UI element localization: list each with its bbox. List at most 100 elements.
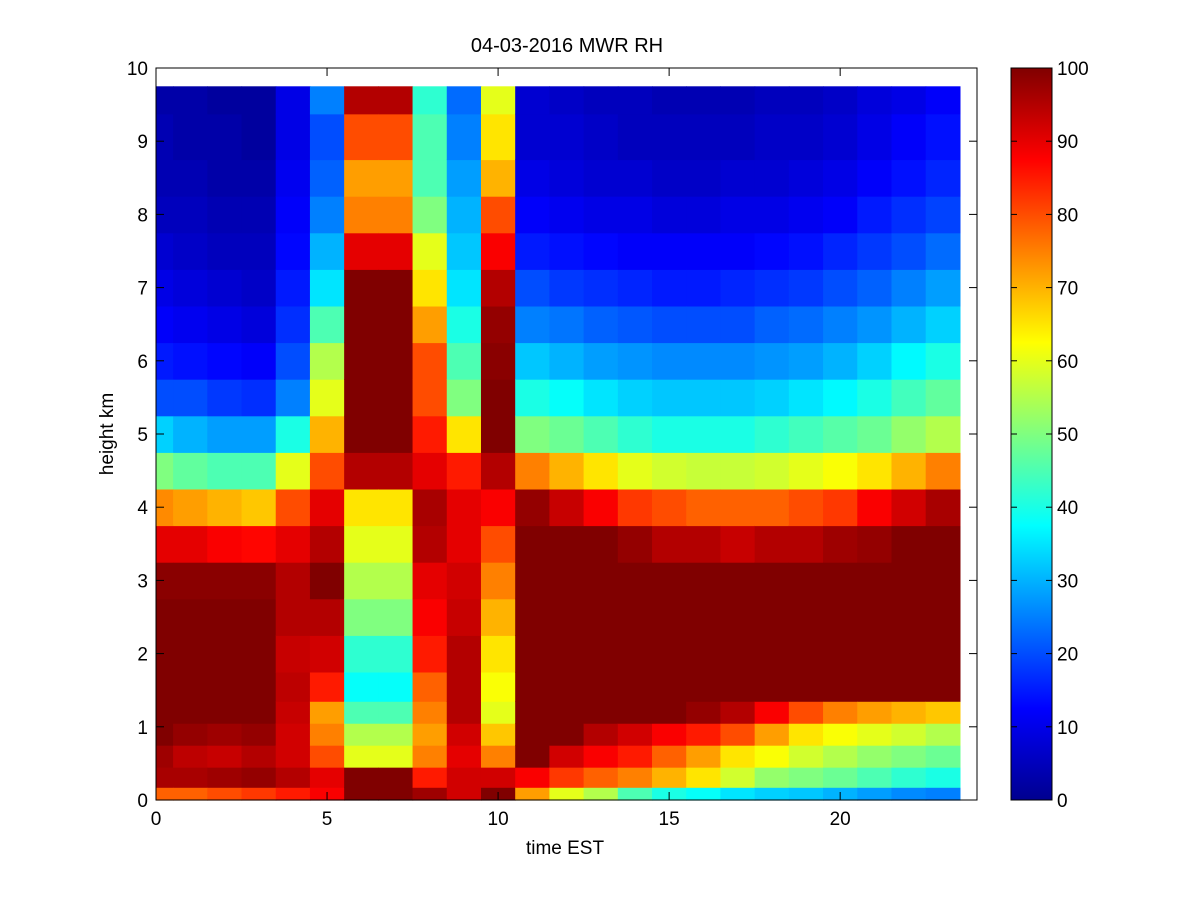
heatmap-cell (378, 86, 414, 115)
heatmap-cell (823, 196, 858, 234)
heatmap-cell (156, 488, 174, 527)
heatmap-cell (173, 86, 208, 115)
heatmap-cell (925, 671, 961, 702)
heatmap-cell (549, 562, 585, 600)
heatmap-cell (412, 342, 448, 380)
heatmap-cell (583, 452, 619, 490)
heatmap-cell (275, 562, 311, 600)
heatmap-cell (173, 525, 208, 563)
heatmap-cell (754, 196, 790, 234)
heatmap-cell (412, 701, 448, 724)
heatmap-cell (344, 452, 379, 490)
heatmap-cell (156, 525, 174, 563)
heatmap-cell (583, 379, 619, 417)
heatmap-cell (275, 113, 311, 161)
heatmap-cell (925, 635, 961, 673)
heatmap-cell (173, 701, 208, 724)
heatmap-cell (583, 415, 619, 453)
heatmap-cell (173, 159, 208, 197)
colorbar-tick-label: 90 (1057, 132, 1078, 153)
heatmap-cell (515, 787, 550, 801)
heatmap-cell (925, 159, 961, 197)
heatmap-cell (378, 269, 414, 307)
heatmap-cell (788, 232, 824, 270)
heatmap-cell (275, 635, 311, 673)
heatmap-cell (173, 787, 208, 801)
heatmap-cell (652, 86, 687, 115)
heatmap-cell (652, 598, 687, 636)
heatmap-cell (788, 415, 824, 453)
y-axis-label: height km (97, 393, 118, 475)
colorbar-tick-label: 60 (1057, 352, 1078, 373)
heatmap-cell (720, 342, 756, 380)
heatmap-cell (207, 379, 243, 417)
heatmap-cell (446, 415, 482, 453)
heatmap-cell (446, 159, 482, 197)
heatmap-cell (378, 415, 414, 453)
heatmap-cell (241, 671, 277, 702)
heatmap-cell (446, 767, 482, 788)
heatmap-cell (583, 598, 619, 636)
heatmap-cell (344, 113, 379, 161)
heatmap-cell (823, 415, 858, 453)
heatmap-cell (275, 415, 311, 453)
heatmap-cell (378, 113, 414, 161)
heatmap-cell (480, 635, 516, 673)
heatmap-cell (446, 701, 482, 724)
heatmap-cell (515, 701, 550, 724)
heatmap-cell (515, 86, 550, 115)
heatmap-cell (754, 787, 790, 801)
heatmap-cell (241, 269, 277, 307)
heatmap-cell (515, 232, 550, 270)
heatmap-cell (156, 159, 174, 197)
heatmap-cell (652, 196, 687, 234)
heatmap-cell (207, 86, 243, 115)
colorbar-tick-label: 80 (1057, 205, 1078, 226)
heatmap-cell (309, 269, 345, 307)
heatmap-cell (156, 305, 174, 344)
heatmap-cell (480, 113, 516, 161)
heatmap-cell (446, 635, 482, 673)
heatmap-cell (754, 635, 790, 673)
heatmap-cell (652, 113, 687, 161)
heatmap-cell (309, 671, 345, 702)
heatmap-cell (412, 635, 448, 673)
heatmap-cell (754, 671, 790, 702)
heatmap-cell (446, 452, 482, 490)
heatmap-cell (583, 562, 619, 600)
heatmap-cell (378, 342, 414, 380)
heatmap-cell (617, 525, 653, 563)
heatmap-cell (241, 745, 277, 768)
heatmap-cell (583, 159, 619, 197)
heatmap-cell (583, 196, 619, 234)
heatmap-cell (925, 269, 961, 307)
heatmap-cell (515, 562, 550, 600)
heatmap-cell (515, 671, 550, 702)
heatmap-cell (275, 525, 311, 563)
heatmap-cell (156, 452, 174, 490)
heatmap-cell (446, 232, 482, 270)
heatmap-cell (515, 745, 550, 768)
heatmap-cell (617, 232, 653, 270)
heatmap-cell (891, 767, 927, 788)
heatmap-cell (378, 488, 414, 527)
heatmap-cell (173, 232, 208, 270)
heatmap-cell (412, 767, 448, 788)
heatmap-cell (891, 525, 927, 563)
heatmap-cell (173, 196, 208, 234)
heatmap-cell (207, 701, 243, 724)
heatmap-cell (412, 488, 448, 527)
heatmap-cell (412, 196, 448, 234)
heatmap-cell (275, 342, 311, 380)
heatmap-cell (309, 723, 345, 746)
heatmap-cell (309, 415, 345, 453)
heatmap-cell (617, 671, 653, 702)
heatmap-cell (275, 269, 311, 307)
heatmap-cell (617, 787, 653, 801)
heatmap-cell (156, 745, 174, 768)
heatmap-cell (720, 379, 756, 417)
heatmap-cell (788, 767, 824, 788)
heatmap-cell (617, 767, 653, 788)
heatmap-cell (344, 767, 379, 788)
heatmap-cell (720, 415, 756, 453)
